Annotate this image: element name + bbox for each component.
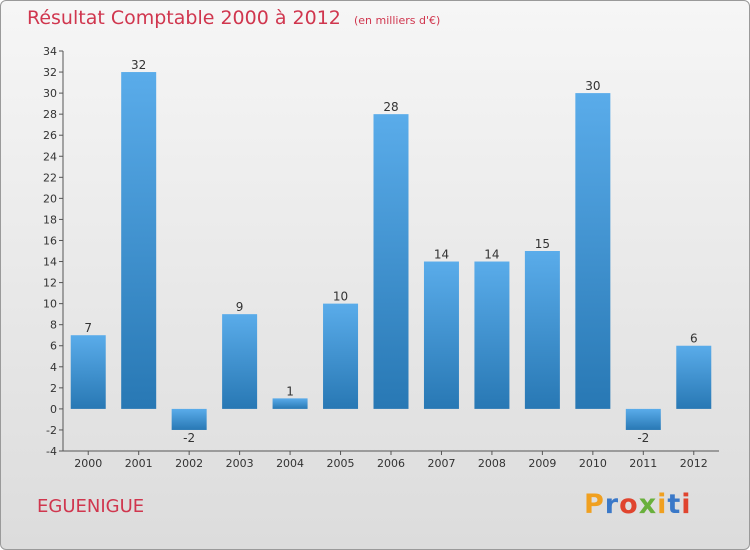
y-tick-label: 0: [50, 403, 57, 416]
bar-value-label: 6: [690, 332, 698, 346]
bar-value-label: 15: [535, 237, 550, 251]
bar-value-label: 14: [484, 248, 499, 262]
y-tick-label: 18: [43, 213, 57, 226]
bar: [272, 398, 308, 409]
chart-title: Résultat Comptable 2000 à 2012: [27, 7, 341, 29]
bar-value-label: 7: [84, 321, 92, 335]
x-tick-label: 2007: [427, 457, 455, 470]
y-tick-label: 16: [43, 234, 57, 247]
bar: [222, 314, 258, 409]
commune-name: EGUENIGUE: [37, 496, 145, 517]
bar: [70, 335, 106, 409]
chart-header: Résultat Comptable 2000 à 2012 (en milli…: [27, 7, 440, 29]
y-tick-label: 22: [43, 171, 57, 184]
y-tick-label: 10: [43, 298, 57, 311]
bar: [676, 345, 712, 409]
x-tick-label: 2000: [74, 457, 102, 470]
y-tick-label: 6: [50, 340, 57, 353]
bar: [524, 251, 560, 409]
bar: [474, 261, 510, 409]
x-tick-label: 2010: [579, 457, 607, 470]
y-tick-label: 32: [43, 66, 57, 79]
x-tick-label: 2009: [528, 457, 556, 470]
bar: [171, 408, 207, 430]
y-tick-label: 28: [43, 108, 57, 121]
x-tick-label: 2008: [478, 457, 506, 470]
y-tick-label: 8: [50, 319, 57, 332]
logo-letter: t: [667, 489, 682, 520]
bar: [423, 261, 459, 409]
logo-letter: r: [604, 489, 620, 520]
x-tick-label: 2012: [680, 457, 708, 470]
x-tick-label: 2005: [327, 457, 355, 470]
bar-value-label: 28: [383, 100, 398, 114]
logo-letter: P: [584, 489, 605, 520]
y-tick-label: -2: [46, 424, 57, 437]
bar: [373, 114, 409, 409]
bar-value-label: 9: [236, 300, 244, 314]
chart-subtitle: (en milliers d'€): [353, 14, 441, 27]
y-tick-label: -4: [46, 445, 57, 458]
logo-letter: i: [681, 489, 692, 520]
y-tick-label: 2: [50, 382, 57, 395]
bar-value-label: 14: [434, 248, 449, 262]
y-tick-label: 30: [43, 87, 57, 100]
logo-letter: o: [619, 489, 639, 520]
bar-value-label: 1: [286, 384, 294, 398]
y-tick-label: 34: [43, 45, 57, 58]
bar-value-label: 30: [585, 79, 600, 93]
y-tick-label: 4: [50, 361, 57, 374]
logo-letter: x: [638, 489, 658, 520]
logo-letter: i: [657, 489, 668, 520]
bar: [323, 303, 359, 409]
y-tick-label: 12: [43, 277, 57, 290]
bar-value-label: -2: [637, 431, 649, 445]
proxiti-logo: Proxiti: [584, 489, 692, 520]
x-tick-label: 2001: [125, 457, 153, 470]
x-tick-label: 2004: [276, 457, 304, 470]
x-tick-label: 2003: [226, 457, 254, 470]
x-tick-label: 2011: [629, 457, 657, 470]
x-tick-label: 2002: [175, 457, 203, 470]
bar-value-label: 10: [333, 290, 348, 304]
y-tick-label: 20: [43, 192, 57, 205]
bar-value-label: -2: [183, 431, 195, 445]
bar: [121, 72, 157, 409]
y-tick-label: 26: [43, 129, 57, 142]
bar: [575, 93, 611, 409]
y-tick-label: 14: [43, 256, 57, 269]
bar-value-label: 32: [131, 58, 146, 72]
bar: [625, 408, 661, 430]
x-tick-label: 2006: [377, 457, 405, 470]
y-tick-label: 24: [43, 150, 57, 163]
